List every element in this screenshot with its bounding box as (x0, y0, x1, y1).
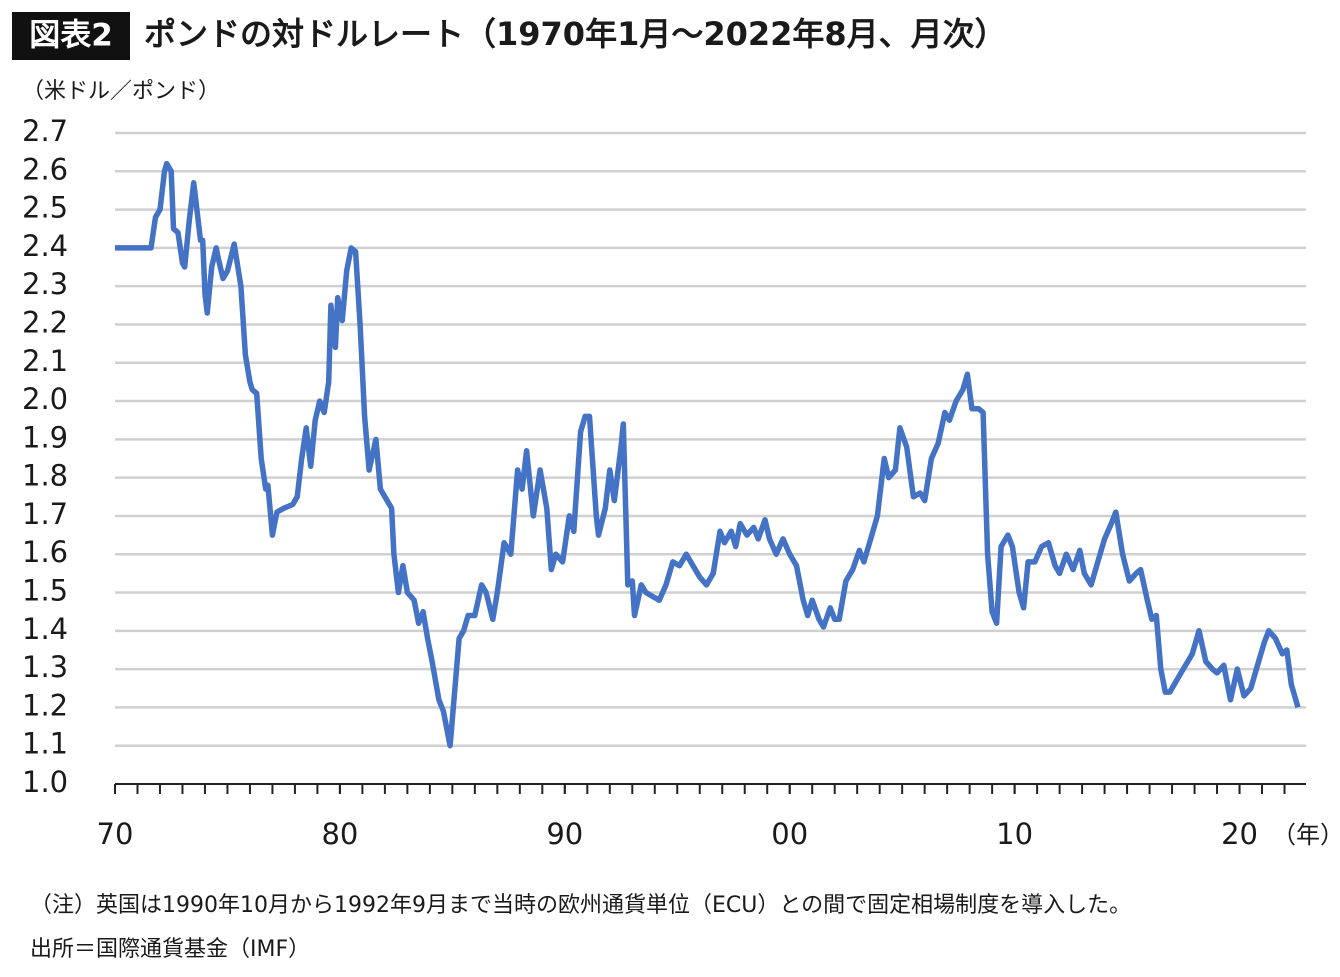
y-tick-label: 1.5 (22, 574, 68, 608)
y-unit: （米ドル／ポンド） (22, 79, 220, 104)
y-tick-label: 1.0 (22, 765, 68, 799)
x-tick-label: 20 (1221, 817, 1258, 851)
x-tick-label: 00 (771, 817, 808, 851)
line-series (115, 160, 1301, 749)
y-tick-label: 2.2 (22, 305, 68, 339)
x-unit: （年） (1272, 821, 1340, 849)
y-tick-label: 2.6 (22, 152, 68, 186)
x-tick-label: 70 (97, 817, 134, 851)
note: （注）英国は1990年10月から1992年9月まで当時の欧州通貨単位（ECU）と… (30, 893, 1131, 918)
y-tick-label: 2.4 (22, 229, 68, 263)
chart-title: ポンドの対ドルレート（1970年1月～2022年8月、月次） (144, 15, 1007, 53)
x-tick-label: 10 (996, 817, 1033, 851)
y-tick-label: 2.0 (22, 382, 68, 416)
x-tick-label: 80 (321, 817, 358, 851)
y-tick-label: 1.9 (22, 420, 68, 454)
badge: 図表2 (29, 18, 113, 54)
y-tick-label: 2.7 (22, 114, 68, 148)
y-tick-label: 1.4 (22, 612, 68, 646)
y-tick-label: 1.6 (22, 535, 68, 569)
badge-box (12, 12, 130, 60)
y-tick-label: 1.3 (22, 650, 68, 684)
y-tick-label: 2.5 (22, 191, 68, 225)
y-tick-label: 2.3 (22, 267, 68, 301)
y-tick-label: 1.8 (22, 459, 68, 493)
y-tick-label: 1.2 (22, 688, 68, 722)
y-tick-label: 1.7 (22, 497, 68, 531)
y-tick-label: 1.1 (22, 727, 68, 761)
y-tick-label: 2.1 (22, 344, 68, 378)
source: 出所＝国際通貨基金（IMF） (30, 937, 310, 962)
x-tick-label: 90 (546, 817, 583, 851)
